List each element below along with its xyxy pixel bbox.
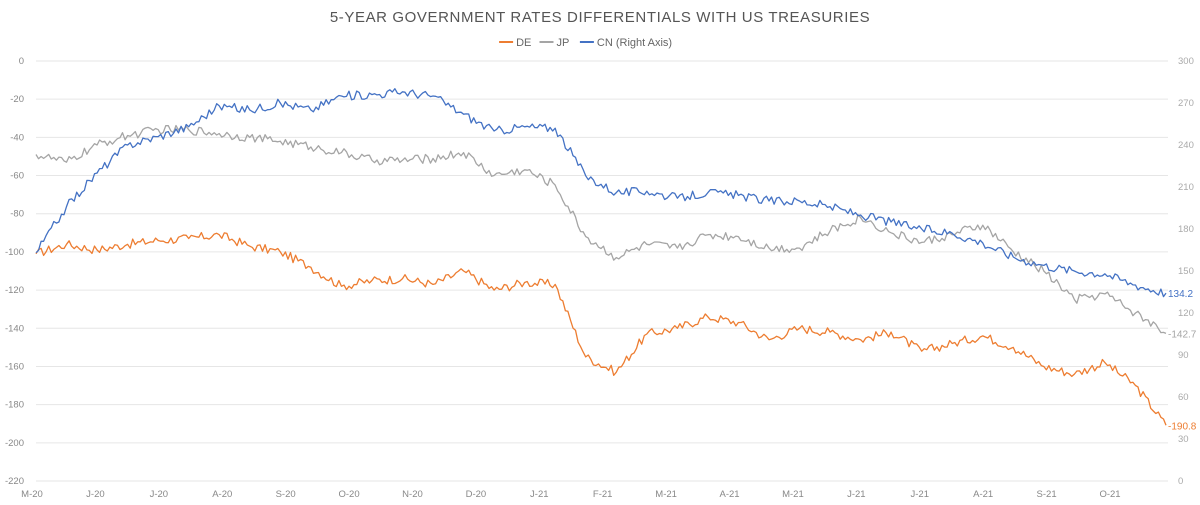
end-label-cn: 134.2 bbox=[1168, 289, 1193, 300]
right-tick-label: 300 bbox=[1178, 56, 1194, 67]
right-tick-label: 270 bbox=[1178, 98, 1194, 109]
x-axis-ticks: M-20 J-20 J-20 A-20 S-20 O-20 N-20 D-20 J-21 F-21… bbox=[21, 489, 1120, 500]
right-tick-label: 180 bbox=[1178, 224, 1194, 235]
x-tick-label: J-21 bbox=[911, 489, 929, 500]
left-tick-label: -180 bbox=[5, 400, 24, 411]
right-tick-label: 150 bbox=[1178, 266, 1194, 277]
x-tick-label: A-21 bbox=[719, 489, 739, 500]
left-tick-label: -100 bbox=[5, 247, 24, 258]
x-tick-label: O-20 bbox=[338, 489, 359, 500]
right-tick-label: 240 bbox=[1178, 140, 1194, 151]
left-tick-label: -20 bbox=[10, 94, 24, 105]
x-tick-label: A-20 bbox=[212, 489, 232, 500]
right-tick-label: 90 bbox=[1178, 350, 1189, 361]
x-tick-label: J-21 bbox=[847, 489, 865, 500]
series-line-jp bbox=[35, 124, 1167, 335]
right-tick-label: 60 bbox=[1178, 392, 1189, 403]
right-tick-label: 30 bbox=[1178, 434, 1189, 445]
left-tick-label: -120 bbox=[5, 285, 24, 296]
end-labels: -190.8 -142.7 134.2 bbox=[1168, 289, 1197, 432]
x-tick-label: J-20 bbox=[150, 489, 168, 500]
x-tick-label: F-21 bbox=[593, 489, 613, 500]
legend-label: DE bbox=[516, 37, 531, 49]
right-tick-label: 0 bbox=[1178, 476, 1183, 487]
end-label-jp: -142.7 bbox=[1168, 329, 1197, 340]
chart-title: 5-YEAR GOVERNMENT RATES DIFFERENTIALS WI… bbox=[330, 9, 870, 26]
x-tick-label: J-20 bbox=[86, 489, 104, 500]
x-tick-label: O-21 bbox=[1099, 489, 1120, 500]
end-label-de: -190.8 bbox=[1168, 421, 1197, 432]
left-tick-label: -220 bbox=[5, 476, 24, 487]
x-tick-label: A-21 bbox=[973, 489, 993, 500]
left-tick-label: -160 bbox=[5, 361, 24, 372]
left-tick-label: 0 bbox=[19, 56, 24, 67]
x-tick-label: S-20 bbox=[276, 489, 296, 500]
left-tick-label: -40 bbox=[10, 132, 24, 143]
x-tick-label: S-21 bbox=[1037, 489, 1057, 500]
x-tick-label: M-21 bbox=[782, 489, 804, 500]
series-layer bbox=[35, 88, 1167, 426]
x-tick-label: D-20 bbox=[466, 489, 487, 500]
x-tick-label: J-21 bbox=[530, 489, 548, 500]
left-tick-label: -200 bbox=[5, 438, 24, 449]
left-axis-ticks: 0 -20 -40 -60 -80 -100 -120 -140 -160 -180 -200 -22… bbox=[5, 56, 24, 487]
left-tick-label: -80 bbox=[10, 209, 24, 220]
legend: DE JP CN (Right Axis) bbox=[499, 37, 672, 49]
left-tick-label: -140 bbox=[5, 323, 24, 334]
x-tick-label: M-21 bbox=[655, 489, 677, 500]
series-line-de bbox=[35, 231, 1167, 426]
legend-label: JP bbox=[557, 37, 570, 49]
right-tick-label: 210 bbox=[1178, 182, 1194, 193]
series-line-cn bbox=[35, 88, 1167, 298]
legend-label: CN (Right Axis) bbox=[597, 37, 672, 49]
left-tick-label: -60 bbox=[10, 171, 24, 182]
gridlines bbox=[36, 60, 1168, 482]
right-tick-label: 120 bbox=[1178, 308, 1194, 319]
x-tick-label: N-20 bbox=[402, 489, 423, 500]
x-tick-label: M-20 bbox=[21, 489, 43, 500]
